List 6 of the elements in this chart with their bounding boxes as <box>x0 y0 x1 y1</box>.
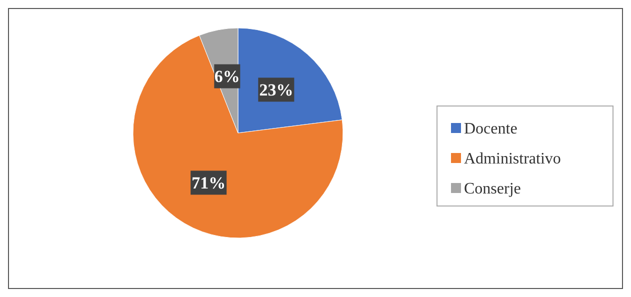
data-label: 6% <box>214 67 240 86</box>
data-label: 71% <box>192 174 226 193</box>
legend-label: Docente <box>464 120 518 138</box>
legend-label: Administrativo <box>464 150 561 168</box>
data-label: 23% <box>259 80 294 100</box>
legend-label: Conserje <box>464 180 521 198</box>
